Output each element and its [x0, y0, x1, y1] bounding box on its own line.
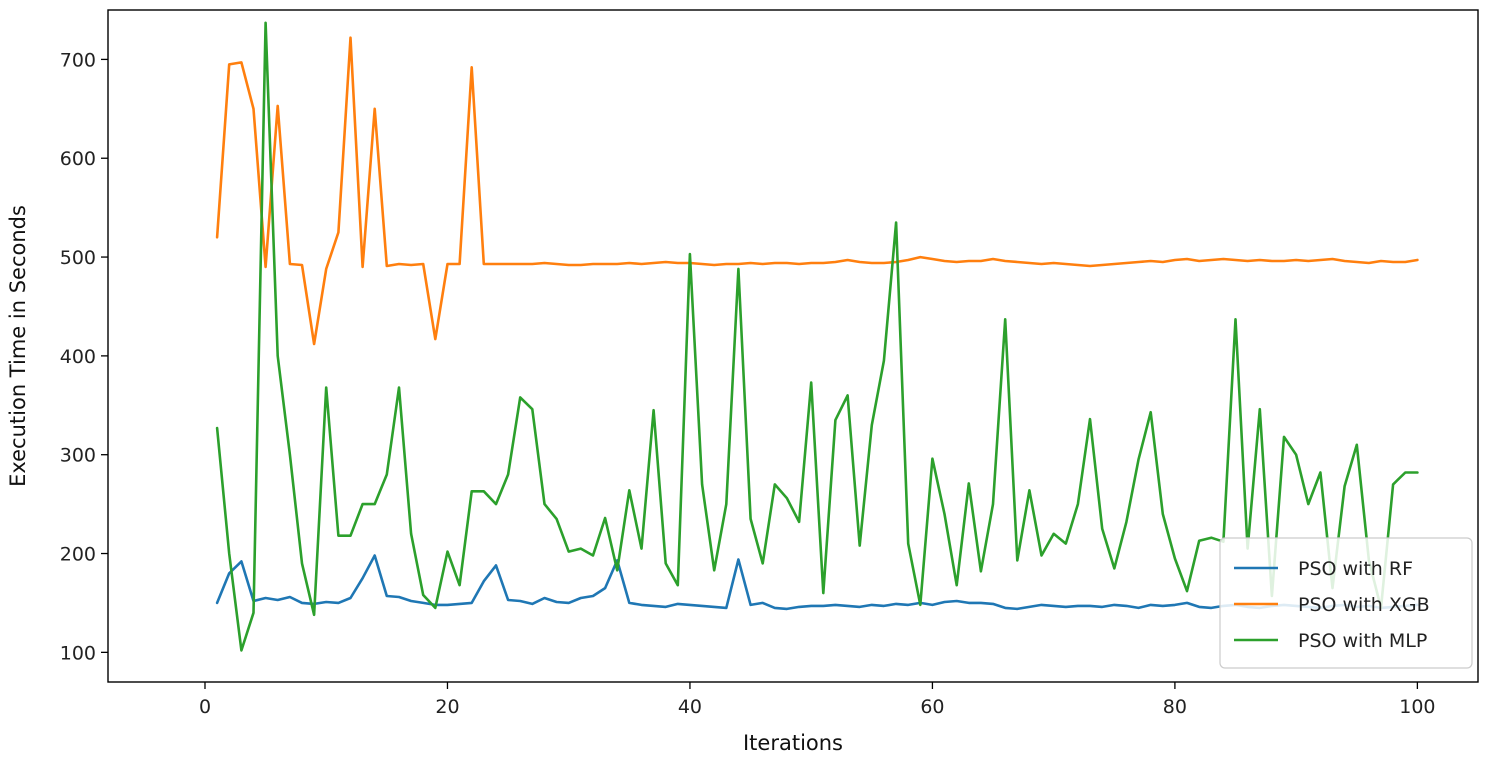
x-axis-label: Iterations	[743, 731, 843, 755]
x-tick-label: 0	[199, 696, 211, 718]
y-tick-label: 300	[60, 445, 96, 467]
series-line-2	[215, 36, 1419, 346]
y-tick-label: 200	[60, 544, 96, 566]
x-tick-label: 80	[1163, 696, 1187, 718]
legend-box	[1219, 537, 1473, 669]
legend-entry-label: PSO with XGB	[1298, 594, 1430, 616]
y-tick-label: 500	[60, 247, 96, 269]
y-tick-label: 100	[60, 642, 96, 664]
y-tick-label: 700	[60, 49, 96, 71]
y-axis-ticks: 100 200 300 400 500 600 700	[60, 49, 108, 664]
legend-entry-label: PSO with MLP	[1298, 630, 1427, 652]
x-tick-label: 100	[1399, 696, 1435, 718]
plot-frame	[107, 9, 1479, 683]
series-line-3	[215, 21, 1419, 652]
legend: PSO with RF PSO with XGB PSO with MLP	[1219, 537, 1473, 669]
legend-entry-label: PSO with RF	[1298, 558, 1413, 580]
x-tick-label: 60	[920, 696, 944, 718]
x-axis-ticks: 0 20 40 60 80 100	[199, 682, 1436, 718]
series-layer	[215, 21, 1419, 652]
y-axis-label: Execution Time in Seconds	[6, 205, 30, 487]
y-tick-label: 400	[60, 346, 96, 368]
x-tick-label: 40	[678, 696, 702, 718]
x-tick-label: 20	[435, 696, 459, 718]
y-tick-label: 600	[60, 148, 96, 170]
series-line-1	[215, 554, 1419, 611]
